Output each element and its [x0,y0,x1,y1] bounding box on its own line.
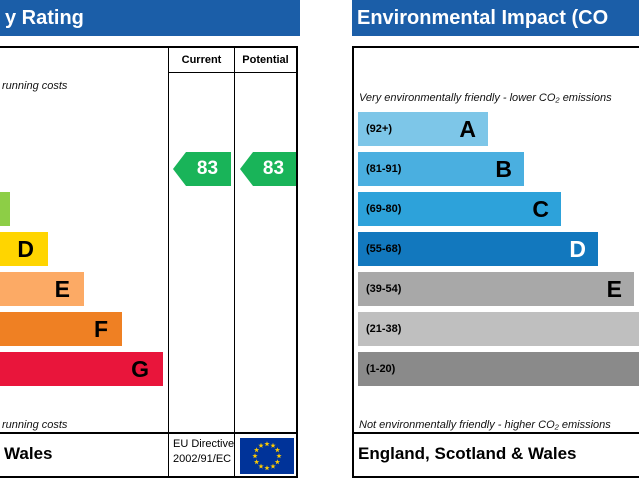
energy-top-note: running costs [2,80,68,92]
divider [352,46,639,48]
energy-footer-region: Wales [4,444,53,463]
epc-band-g: G [0,352,163,386]
co2-top-note: Very environmentally friendly - lower CO… [359,92,612,104]
epc-band-d-letter: D [17,236,34,262]
eu-flag-icon [240,438,294,474]
co2-bottom-note: Not environmentally friendly - higher CO… [359,419,611,431]
current-column-header: Current [181,53,222,66]
energy-bottom-note: running costs [2,419,68,431]
co2-band-f-range: (21-38) [366,323,402,335]
environmental-impact-panel: Environmental Impact (CO Very environmen… [352,0,639,480]
epc-band-g-letter: G [131,356,149,382]
co2-band-d-letter: D [569,236,586,262]
energy-panel-title: y Rating [0,0,300,36]
divider [352,46,354,478]
co2-band-b-range: (81-91) [366,163,402,175]
epc-band-f-letter: F [93,316,108,342]
divider [352,476,639,478]
divider [0,476,298,478]
co2-band-b-letter: B [495,156,512,182]
divider [234,46,235,476]
divider [0,46,298,48]
co2-band-d: (55-68) D [358,232,598,266]
current-rating-value: 83 [196,158,219,179]
co2-band-c-range: (69-80) [366,203,402,215]
co2-band-c: (69-80) C [358,192,561,226]
divider [352,432,639,434]
divider [168,46,169,476]
co2-band-b: (81-91) B [358,152,524,186]
co2-band-f: (21-38) [358,312,639,346]
current-rating-arrow: 83 [173,152,231,186]
co2-band-g: (1-20) [358,352,639,386]
co2-band-e-letter: E [606,276,622,302]
energy-efficiency-panel: y Rating Current Potential running costs… [0,0,300,480]
epc-band-c [0,192,10,226]
eu-directive-line1: EU Directive [173,438,235,450]
divider [296,46,298,478]
co2-band-a-letter: A [459,116,476,142]
divider [168,72,298,73]
divider [0,432,298,434]
co2-band-a-range: (92+) [366,123,392,135]
potential-rating-arrow: 83 [240,152,296,186]
co2-band-g-range: (1-20) [366,363,396,375]
environmental-panel-title: Environmental Impact (CO [352,0,639,36]
co2-band-e-range: (39-54) [366,283,402,295]
potential-column-header: Potential [242,53,289,66]
eu-directive-line2: 2002/91/EC [173,453,232,465]
eu-directive-text: EU Directive 2002/91/EC [173,437,234,467]
epc-band-d: D [0,232,48,266]
co2-footer-region: England, Scotland & Wales [358,444,577,463]
epc-band-e: E [0,272,84,306]
epc-band-e-letter: E [54,276,70,302]
co2-band-d-range: (55-68) [366,243,402,255]
co2-band-c-letter: C [532,196,549,222]
co2-band-e: (39-54) E [358,272,634,306]
co2-band-a: (92+) A [358,112,488,146]
epc-band-f: F [0,312,122,346]
potential-rating-value: 83 [262,158,285,179]
